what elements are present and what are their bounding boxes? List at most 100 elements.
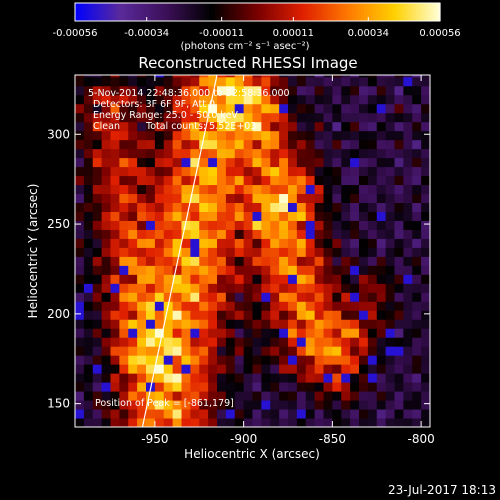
heatmap-cell — [119, 202, 129, 212]
heatmap-cell — [146, 265, 156, 275]
heatmap-cell — [261, 400, 271, 410]
colorbar-segment — [284, 3, 289, 21]
heatmap-cell — [217, 76, 227, 87]
heatmap-cell — [296, 409, 307, 419]
heatmap-cell — [341, 265, 351, 275]
heatmap-cell — [359, 193, 369, 204]
heatmap-cell — [110, 328, 120, 338]
heatmap-cell — [243, 256, 253, 266]
heatmap-cell — [385, 355, 395, 365]
heatmap-cell — [252, 166, 262, 177]
heatmap-cell — [376, 175, 387, 186]
heatmap-cell — [403, 283, 413, 293]
heatmap-cell — [92, 283, 103, 293]
heatmap-cell — [261, 193, 271, 204]
heatmap-cell — [163, 112, 174, 123]
heatmap-cell — [270, 283, 280, 293]
heatmap-cell — [190, 292, 200, 302]
heatmap-cell — [279, 220, 289, 230]
heatmap-cell — [270, 301, 280, 311]
heatmap-cell — [83, 418, 94, 427]
heatmap-cell — [394, 256, 404, 266]
heatmap-cell — [305, 373, 316, 383]
heatmap-cell — [323, 193, 333, 204]
heatmap-cell — [243, 148, 253, 159]
heatmap-cell — [190, 256, 200, 266]
heatmap-cell — [110, 175, 120, 186]
heatmap-cell — [199, 391, 209, 401]
heatmap-cell — [270, 220, 280, 230]
heatmap-cell — [359, 274, 369, 284]
colorbar-segment — [105, 3, 110, 21]
heatmap-cell — [92, 211, 103, 221]
heatmap-cell — [128, 112, 138, 123]
heatmap-cell — [314, 166, 324, 177]
colorbar-segment — [135, 3, 140, 21]
heatmap-cell — [332, 346, 342, 356]
heatmap-cell — [146, 220, 156, 230]
heatmap-cell — [367, 346, 378, 356]
heatmap-cell — [332, 301, 342, 311]
heatmap-cell — [92, 121, 103, 132]
heatmap-cell — [217, 193, 227, 204]
heatmap-cell — [119, 283, 129, 293]
heatmap-cell — [110, 76, 120, 87]
image-annotations: 5-Nov-2014 22:48:36.000 to 22:58:36.000 … — [88, 88, 290, 409]
heatmap-cell — [296, 229, 307, 239]
heatmap-cell — [421, 292, 430, 302]
heatmap-cell — [154, 409, 165, 419]
heatmap-cell — [172, 400, 182, 410]
heatmap-cell — [190, 130, 200, 141]
heatmap-cell — [75, 139, 85, 150]
heatmap-cell — [208, 328, 218, 338]
heatmap-cell — [288, 202, 298, 212]
heatmap-cell — [288, 409, 298, 419]
heatmap-cell — [217, 184, 227, 195]
heatmap-cell — [83, 238, 94, 248]
heatmap-cell — [394, 292, 404, 302]
heatmap-cell — [394, 391, 404, 401]
heatmap-cell — [128, 211, 138, 221]
heatmap-cell — [83, 94, 94, 105]
heatmap-cell — [323, 220, 333, 230]
heatmap-cell — [110, 418, 120, 427]
heatmap-cell — [376, 202, 387, 212]
heatmap-cell — [412, 274, 422, 284]
heatmap-cell — [296, 328, 307, 338]
heatmap-cell — [243, 193, 253, 204]
heatmap-cell — [421, 364, 430, 374]
heatmap-cell — [101, 193, 111, 204]
heatmap-cell — [359, 76, 369, 87]
heatmap-cell — [394, 310, 404, 320]
heatmap-cell — [367, 265, 378, 275]
heatmap-cell — [270, 112, 280, 123]
heatmap-cell — [83, 157, 94, 168]
colorbar-segment — [157, 3, 161, 21]
heatmap-cell — [225, 301, 236, 311]
colorbar-segment — [333, 3, 338, 21]
heatmap-cell — [208, 418, 218, 427]
heatmap-cell — [261, 76, 271, 87]
heatmap-cell — [367, 301, 378, 311]
colorbar-segment — [300, 3, 304, 21]
heatmap-cell — [296, 391, 307, 401]
heatmap-cell — [288, 364, 298, 374]
heatmap-cell — [190, 76, 200, 87]
heatmap-cell — [270, 364, 280, 374]
heatmap-cell — [341, 382, 351, 392]
heatmap-cell — [208, 112, 218, 123]
heatmap-cell — [146, 310, 156, 320]
heatmap-cell — [110, 355, 120, 365]
heatmap-cell — [234, 355, 245, 365]
heatmap-cell — [367, 166, 378, 177]
heatmap-cell — [305, 301, 316, 311]
heatmap-cell — [341, 76, 351, 87]
heatmap-cell — [288, 265, 298, 275]
heatmap-cell — [217, 373, 227, 383]
heatmap-cell — [234, 346, 245, 356]
heatmap-cell — [154, 400, 165, 410]
heatmap-cell — [332, 382, 342, 392]
heatmap-cell — [279, 202, 289, 212]
heatmap-cell — [83, 319, 94, 329]
heatmap-cell — [83, 391, 94, 401]
